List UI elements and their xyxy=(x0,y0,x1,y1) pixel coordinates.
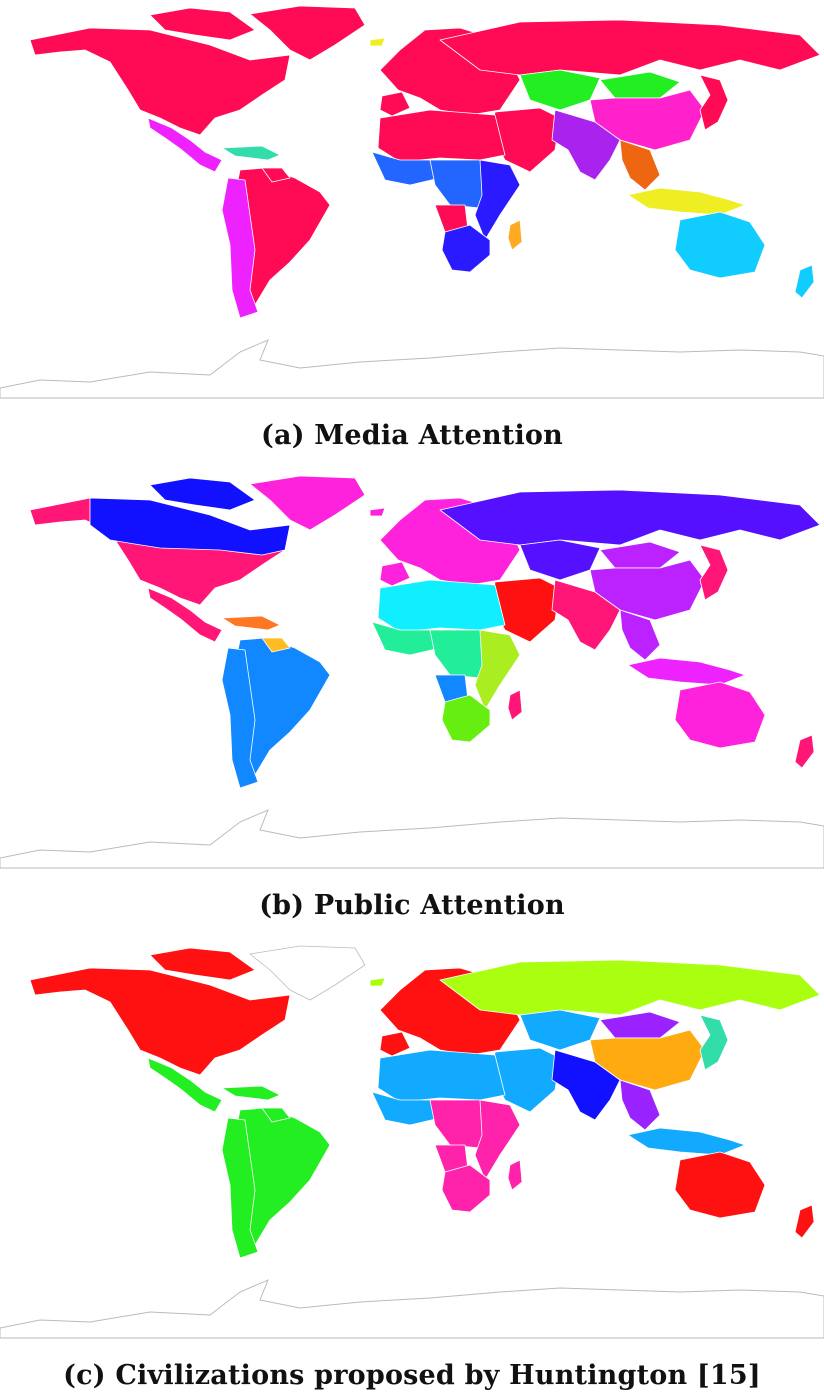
region-north-africa xyxy=(377,109,506,163)
region-japan xyxy=(699,1014,729,1071)
region-canada-islands xyxy=(149,7,256,41)
region-antarctica xyxy=(0,809,824,869)
region-iberia xyxy=(379,561,411,587)
region-greenland xyxy=(249,5,366,61)
world-map-public-attention xyxy=(0,475,824,869)
caption-media-attention: (a) Media Attention xyxy=(261,420,563,451)
region-caribbean xyxy=(221,145,281,161)
region-middle-east xyxy=(491,577,561,643)
region-southeast-asia xyxy=(619,609,661,661)
region-mongolia xyxy=(599,71,681,99)
region-southern-africa xyxy=(441,224,491,273)
region-south-asia xyxy=(551,109,621,181)
region-north-america xyxy=(29,27,291,136)
region-north-africa xyxy=(377,1049,506,1103)
region-canada-islands xyxy=(149,477,256,511)
region-central-america xyxy=(147,117,223,173)
region-south-asia xyxy=(551,579,621,651)
region-iberia xyxy=(379,1031,411,1057)
region-russia xyxy=(439,489,821,546)
region-svalbard xyxy=(369,37,386,47)
region-east-africa xyxy=(474,159,521,241)
region-indonesia xyxy=(627,1127,746,1156)
region-russia xyxy=(439,19,821,76)
region-madagascar xyxy=(507,689,523,721)
region-east-africa xyxy=(474,1099,521,1181)
region-new-zealand xyxy=(794,1204,815,1239)
region-madagascar xyxy=(507,219,523,251)
region-guyana xyxy=(261,637,291,653)
region-japan xyxy=(699,544,729,601)
region-caribbean xyxy=(221,615,281,631)
region-south-asia xyxy=(551,1049,621,1121)
region-middle-east xyxy=(491,107,561,173)
world-map-media-attention xyxy=(0,5,824,399)
region-kazakhstan xyxy=(519,1009,601,1051)
region-svalbard xyxy=(369,977,386,987)
region-mongolia xyxy=(599,541,681,569)
map-regions xyxy=(0,475,824,869)
region-canada xyxy=(89,497,291,556)
region-central-america xyxy=(147,1057,223,1113)
region-japan xyxy=(699,74,729,131)
region-iberia xyxy=(379,91,411,117)
region-new-zealand xyxy=(794,734,815,769)
region-australia xyxy=(674,211,766,279)
region-svalbard xyxy=(369,507,386,517)
region-canada-islands xyxy=(149,947,256,981)
region-south-america-west xyxy=(221,177,259,319)
region-antarctica xyxy=(0,339,824,399)
region-southern-africa xyxy=(441,694,491,743)
world-map-huntington-civilizations xyxy=(0,945,824,1339)
region-guyana xyxy=(261,1107,291,1123)
region-greenland xyxy=(249,475,366,531)
region-mongolia xyxy=(599,1011,681,1039)
region-south-america-west xyxy=(221,647,259,789)
region-greenland xyxy=(249,945,366,1001)
map-regions xyxy=(0,5,824,399)
region-antarctica xyxy=(0,1279,824,1339)
region-middle-east xyxy=(491,1047,561,1113)
region-north-africa xyxy=(377,579,506,633)
region-guyana xyxy=(261,167,291,183)
region-indonesia xyxy=(627,187,746,216)
caption-public-attention: (b) Public Attention xyxy=(259,890,565,921)
region-indonesia xyxy=(627,657,746,686)
region-east-africa xyxy=(474,629,521,711)
region-southern-africa xyxy=(441,1164,491,1213)
region-russia xyxy=(439,959,821,1016)
map-regions xyxy=(0,945,824,1339)
caption-huntington-civilizations: (c) Civilizations proposed by Huntington… xyxy=(63,1360,761,1391)
region-central-america xyxy=(147,587,223,643)
region-australia xyxy=(674,681,766,749)
region-kazakhstan xyxy=(519,69,601,111)
region-north-america xyxy=(29,967,291,1076)
region-southeast-asia xyxy=(619,1079,661,1131)
region-caribbean xyxy=(221,1085,281,1101)
region-australia xyxy=(674,1151,766,1219)
region-new-zealand xyxy=(794,264,815,299)
region-southeast-asia xyxy=(619,139,661,191)
region-kazakhstan xyxy=(519,539,601,581)
region-madagascar xyxy=(507,1159,523,1191)
region-south-america-west xyxy=(221,1117,259,1259)
